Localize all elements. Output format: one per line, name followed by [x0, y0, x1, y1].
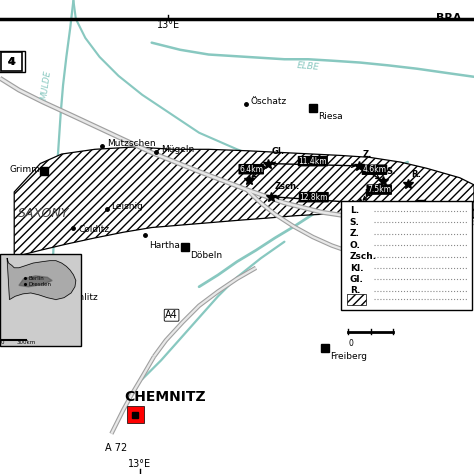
- Text: ELBE: ELBE: [296, 61, 320, 72]
- Text: Meissen: Meissen: [427, 208, 463, 217]
- Text: 13°E: 13°E: [157, 20, 180, 30]
- Text: 4: 4: [8, 56, 15, 67]
- Text: S.: S.: [350, 218, 360, 227]
- Text: Gl.: Gl.: [272, 147, 285, 156]
- Text: Mutzschen: Mutzschen: [107, 139, 155, 148]
- Text: Grimma: Grimma: [9, 165, 46, 174]
- Text: Riesa: Riesa: [319, 112, 343, 121]
- Bar: [127, 406, 144, 423]
- Text: 4: 4: [8, 56, 16, 67]
- Text: A 72: A 72: [105, 443, 127, 453]
- Text: Zsch.: Zsch.: [350, 252, 377, 261]
- Text: Kl.: Kl.: [455, 204, 468, 213]
- Polygon shape: [19, 276, 52, 287]
- Polygon shape: [7, 258, 76, 300]
- Text: 0: 0: [348, 339, 353, 348]
- Text: Leisnig: Leisnig: [111, 202, 143, 210]
- Text: Z.: Z.: [363, 150, 373, 159]
- Text: Öschatz: Öschatz: [250, 98, 286, 106]
- Text: SAXONY: SAXONY: [18, 207, 69, 220]
- Text: 4: 4: [8, 56, 16, 67]
- FancyBboxPatch shape: [0, 51, 25, 72]
- Bar: [0, 254, 81, 346]
- Text: 11.4km: 11.4km: [299, 157, 327, 165]
- Text: R.: R.: [411, 170, 421, 179]
- Text: R.: R.: [350, 286, 360, 295]
- Text: O.: O.: [253, 166, 263, 175]
- Text: Colditz: Colditz: [78, 226, 109, 234]
- Text: 7.5km: 7.5km: [367, 185, 391, 194]
- Bar: [347, 294, 366, 305]
- Text: 12.8km: 12.8km: [300, 193, 328, 201]
- Text: S.: S.: [387, 167, 396, 176]
- Text: Kl.: Kl.: [350, 264, 363, 273]
- Text: Gl.: Gl.: [350, 275, 364, 284]
- Text: 15.5km: 15.5km: [391, 204, 419, 212]
- Text: 300km: 300km: [17, 340, 36, 345]
- Text: L.: L.: [350, 206, 359, 215]
- Text: CHEMNITZ: CHEMNITZ: [124, 390, 206, 404]
- Text: 4.6km: 4.6km: [363, 165, 386, 174]
- Text: Döbeln: Döbeln: [191, 252, 223, 260]
- Polygon shape: [14, 147, 474, 257]
- Text: Zsch.: Zsch.: [275, 182, 300, 191]
- Text: MULDE: MULDE: [40, 70, 53, 100]
- Text: Dresden: Dresden: [28, 282, 52, 287]
- Text: BRA: BRA: [436, 13, 462, 23]
- Text: L.: L.: [364, 189, 373, 198]
- Text: Hartha: Hartha: [149, 241, 180, 249]
- Text: Freiberg: Freiberg: [330, 353, 367, 361]
- Text: A4: A4: [165, 310, 178, 320]
- Text: 0: 0: [0, 340, 4, 345]
- Text: Berlin: Berlin: [28, 276, 44, 281]
- Text: Z.: Z.: [350, 229, 360, 238]
- Text: Mügeln: Mügeln: [161, 145, 194, 154]
- Text: Rochlitz: Rochlitz: [63, 293, 98, 302]
- Text: 6.4km: 6.4km: [239, 165, 263, 173]
- Bar: [341, 201, 472, 310]
- Bar: [1, 52, 22, 71]
- Text: O.: O.: [350, 241, 361, 249]
- Text: 13°E: 13°E: [128, 459, 151, 469]
